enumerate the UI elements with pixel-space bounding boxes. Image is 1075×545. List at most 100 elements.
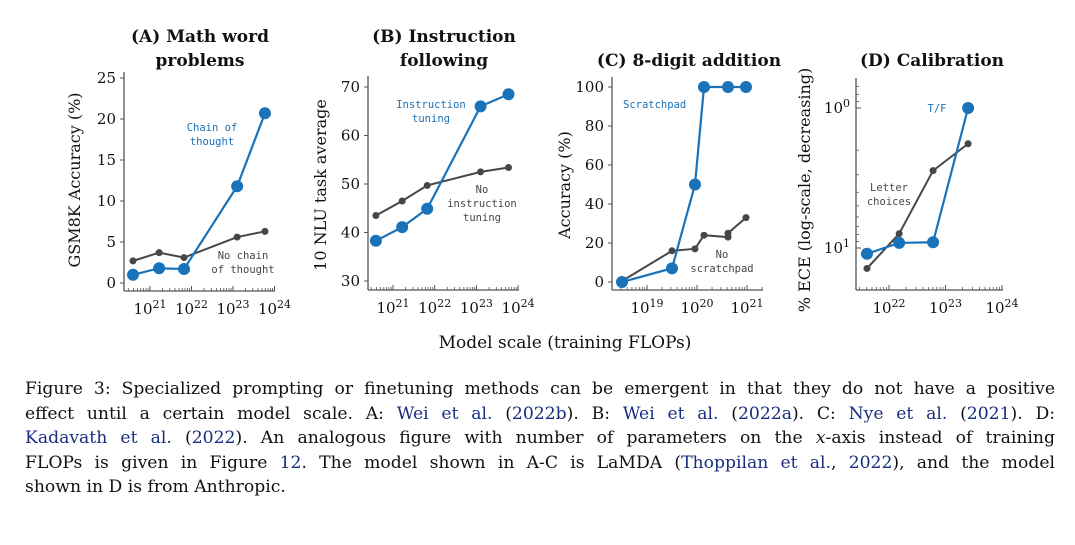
data-point xyxy=(474,100,487,113)
series-line xyxy=(866,107,970,255)
y-axis-label: 10 NLU task average xyxy=(311,99,330,271)
panel-title: following xyxy=(400,51,488,71)
data-point xyxy=(153,262,166,275)
data-point xyxy=(689,178,701,191)
data-point xyxy=(505,164,513,172)
citation-link[interactable]: 2021 xyxy=(966,403,1011,424)
x-tick-label: 1023 xyxy=(929,297,962,317)
x-tick-label: 1023 xyxy=(460,297,493,317)
series-letter-choices: Letter choices xyxy=(863,140,972,272)
citation-link[interactable]: Nye et al. xyxy=(848,403,948,424)
y-tick-label: 40 xyxy=(585,195,604,213)
series-instruction-tuning: Instruction tuning xyxy=(369,88,515,247)
panel-c: (C) 8-digit addition Accuracy (%) 0 20 40 60 8… xyxy=(555,51,781,317)
caption-line: shown in D is from Anthropic. xyxy=(25,475,1055,500)
y-tick-label: 30 xyxy=(341,272,360,290)
data-point xyxy=(477,168,485,176)
series-t-f: T/F xyxy=(860,102,975,260)
data-point xyxy=(369,234,382,247)
data-point xyxy=(668,247,676,255)
series-annotation: Chain of xyxy=(187,122,238,134)
citation-link[interactable]: 2022a xyxy=(737,403,792,424)
y-tick-label: 15 xyxy=(97,151,116,169)
y-tick-label: 50 xyxy=(341,175,360,193)
y-axis-label: Accuracy (%) xyxy=(555,131,574,240)
data-point xyxy=(893,236,906,249)
series-annotation: instruction xyxy=(447,198,517,210)
data-point xyxy=(258,107,271,120)
data-point xyxy=(423,181,431,189)
data-point xyxy=(895,230,903,238)
data-point xyxy=(178,263,191,276)
caption-text: ( xyxy=(718,403,738,424)
data-point xyxy=(860,247,873,260)
caption-text: shown in D is from Anthropic. xyxy=(25,477,286,497)
data-point xyxy=(724,229,732,237)
panel-title: problems xyxy=(156,51,245,71)
data-point xyxy=(927,236,940,249)
data-point xyxy=(396,221,409,234)
y-tick-label: 10 xyxy=(97,192,116,210)
caption-text: ). D: xyxy=(1010,403,1056,424)
caption-text: Figure 3: Specialized prompting or finet… xyxy=(25,379,1055,399)
series-annotation: T/F xyxy=(928,103,947,115)
data-point xyxy=(502,88,515,101)
panel-title: (C) 8-digit addition xyxy=(597,51,781,71)
citation-link[interactable]: Kadavath et al. xyxy=(25,428,172,448)
citation-link[interactable]: 2022 xyxy=(191,428,236,448)
panel-title: (A) Math word xyxy=(131,27,269,47)
series-no-instruction-tuning: No instruction tuning xyxy=(372,164,517,224)
x-tick-label: 1022 xyxy=(872,297,905,317)
data-point xyxy=(698,81,710,93)
caption-line: FLOPs is given in Figure 12. The model s… xyxy=(25,451,1055,476)
citation-link[interactable]: 2022b xyxy=(511,403,567,424)
series-annotation: tuning xyxy=(463,212,501,224)
x-tick-label: 1022 xyxy=(418,297,451,317)
caption-text: ), and the model xyxy=(892,452,1055,473)
y-tick-label: 60 xyxy=(585,156,604,174)
data-point xyxy=(964,140,972,148)
figure-3: (A) Math word problems GSM8K Accuracy (%) 0… xyxy=(65,27,1019,353)
citation-link[interactable]: 12 xyxy=(279,452,302,473)
data-point xyxy=(372,212,380,220)
data-point xyxy=(666,262,678,275)
series-scratchpad: Scratchpad xyxy=(616,81,752,288)
series-annotation: Instruction xyxy=(396,99,466,111)
y-axis-label: % ECE (log-scale, decreasing) xyxy=(795,68,814,313)
x-tick-label: 1021 xyxy=(730,297,763,317)
citation-link[interactable]: 2022 xyxy=(848,452,893,473)
panel-title: (D) Calibration xyxy=(860,51,1004,71)
citation-link[interactable]: Thoppilan et al. xyxy=(681,452,831,473)
series-annotation: scratchpad xyxy=(690,263,753,275)
x-tick-label: 1024 xyxy=(502,297,535,317)
shared-x-axis-label: Model scale (training FLOPs) xyxy=(439,333,692,353)
data-point xyxy=(740,81,752,93)
caption-text: -axis instead of training xyxy=(825,428,1055,448)
series-annotation: Scratchpad xyxy=(623,99,686,111)
y-tick-label: 70 xyxy=(341,78,360,96)
citation-link[interactable]: Wei et al. xyxy=(622,403,719,424)
caption-text: ( xyxy=(171,428,192,448)
panel-b: (B) Instruction following 10 NLU task aver… xyxy=(311,27,535,317)
series-annotation: choices xyxy=(867,196,911,208)
data-point xyxy=(863,264,871,272)
series-chain-of-thought: Chain of thought xyxy=(126,107,271,281)
series-annotation: Letter xyxy=(870,182,908,194)
x-tick-label: 1022 xyxy=(175,298,208,318)
data-point xyxy=(742,214,750,222)
series-annotation: No xyxy=(476,184,489,196)
caption-text: ( xyxy=(947,403,967,424)
y-tick-label: 80 xyxy=(585,117,604,135)
figure-panels: (A) Math word problems GSM8K Accuracy (%) 0… xyxy=(65,27,1019,353)
series-no-chain-of-thought: No chain of thought xyxy=(129,227,275,276)
series-annotation: thought xyxy=(190,136,234,148)
data-point xyxy=(231,180,244,193)
x-tick-label: 1021 xyxy=(133,298,166,318)
y-tick-label: 0 xyxy=(594,273,604,291)
data-point xyxy=(180,254,188,262)
x-tick-label: 1021 xyxy=(376,297,409,317)
citation-link[interactable]: Wei et al. xyxy=(396,403,493,424)
y-tick-label: 101 xyxy=(824,237,850,257)
data-point xyxy=(616,276,628,288)
x-tick-label: 1019 xyxy=(630,297,663,317)
